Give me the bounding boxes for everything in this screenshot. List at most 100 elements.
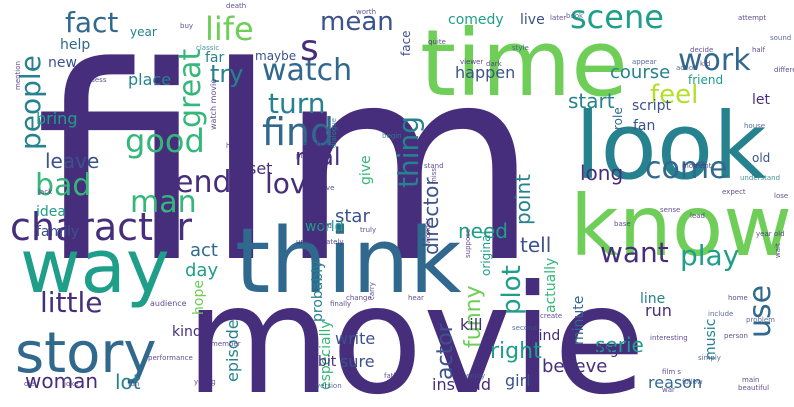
word-world: world	[305, 219, 344, 235]
word-person: person	[724, 332, 748, 340]
word-include: include	[708, 310, 733, 318]
word-death: death	[226, 2, 246, 10]
word-interesting: interesting	[650, 334, 688, 342]
word-way: way	[20, 224, 170, 310]
word-maybe: maybe	[255, 49, 296, 63]
word-end: end	[175, 165, 232, 200]
word-hit: hit	[226, 142, 235, 150]
word-lot: lot	[115, 370, 141, 394]
word-act: act	[190, 240, 218, 261]
word-style: style	[512, 44, 529, 52]
word-moment: moment	[682, 162, 712, 170]
word-love: love	[265, 167, 324, 200]
word-face: face	[399, 30, 413, 56]
word-action: action	[676, 64, 698, 72]
word-start: start	[568, 89, 615, 113]
word-young: young	[194, 378, 216, 386]
word-place: place	[128, 70, 171, 89]
word-kill: kill	[460, 315, 483, 334]
word-follow: follow	[682, 378, 703, 386]
word-fact: fact	[65, 6, 118, 39]
word-help: help	[60, 37, 90, 53]
word-expect: expect	[722, 188, 746, 196]
word-great: great	[173, 48, 208, 128]
word-short: short	[304, 140, 322, 148]
word-point: point	[511, 174, 535, 225]
word-bring: bring	[36, 109, 77, 128]
word-give: give	[358, 155, 374, 185]
word-episode: episode	[223, 319, 242, 382]
word-idea: idea	[36, 204, 66, 220]
word-begin: begin	[382, 132, 402, 140]
word-think: think	[235, 209, 462, 314]
word-probably: probably	[310, 261, 326, 322]
word-use: use	[743, 285, 778, 338]
word-miss: miss	[430, 168, 438, 184]
word-understand: understand	[740, 174, 780, 182]
word-girl: girl	[505, 371, 531, 390]
word-audience: audience	[150, 299, 187, 308]
word-viewer: viewer	[460, 58, 483, 66]
word-work: work	[678, 43, 751, 78]
word-picture: picture	[296, 152, 320, 160]
word-lose: lose	[774, 192, 788, 200]
word-suppose: suppose	[464, 229, 472, 258]
word-set: set	[248, 159, 272, 178]
word-father: father	[384, 372, 405, 380]
word-line: line	[640, 291, 665, 307]
word-people: people	[14, 55, 47, 150]
word-problem: problem	[746, 316, 775, 324]
word-believe: believe	[542, 356, 607, 377]
word-fun: fun	[128, 380, 139, 388]
word-year: year	[130, 25, 157, 39]
word-sure: sure	[340, 352, 375, 371]
word-woman: woman	[25, 369, 98, 393]
word-new: new	[48, 55, 77, 71]
word-movie: movie	[185, 254, 646, 407]
word-wonder: wonder	[424, 218, 432, 244]
word-house: house	[744, 122, 765, 130]
word-reason: reason	[648, 373, 702, 392]
word-half: half	[752, 46, 766, 54]
word-stand: stand	[424, 162, 444, 170]
word-save: save	[318, 184, 334, 192]
word-need: need	[458, 219, 508, 243]
word-leave: leave	[45, 149, 99, 173]
word-comedy: comedy	[448, 12, 504, 28]
word-buy: buy	[180, 22, 193, 30]
word-guess: guess	[86, 76, 107, 84]
word-mention: mention	[14, 61, 22, 90]
word-watch-movie: watch movie	[209, 79, 218, 130]
word-create: create	[540, 312, 562, 320]
word-original: original	[479, 231, 493, 276]
word-actually: actually	[543, 258, 559, 313]
word-real: real	[295, 143, 340, 171]
word-big: big	[597, 342, 619, 358]
word-mind: mind	[525, 328, 560, 344]
word-sense: sense	[660, 206, 680, 214]
word-role: role	[611, 107, 625, 130]
word-friend: friend	[688, 73, 723, 87]
word-carry: carry	[368, 282, 376, 300]
word-worth: worth	[356, 8, 376, 16]
word-watch: watch	[262, 53, 352, 88]
word-change: change	[346, 294, 372, 302]
word-film: film	[35, 10, 539, 322]
word-fan: fan	[633, 118, 655, 134]
word-long: long	[580, 161, 623, 185]
word-scene: scene	[570, 0, 664, 36]
word-book: book	[566, 12, 584, 20]
word-joke: joke	[63, 380, 78, 388]
word-later: later	[550, 14, 566, 22]
word-s: s	[300, 28, 319, 69]
word-bad: bad	[35, 168, 91, 203]
word-write: write	[335, 329, 375, 348]
word-classic: classic	[196, 44, 219, 52]
word-unfortunately: unfortunately	[296, 238, 344, 246]
word-year-old: year old	[756, 230, 785, 238]
word-little: little	[40, 286, 103, 319]
word-tell: tell	[520, 233, 551, 257]
word-good: good	[125, 122, 205, 160]
word-lead: lead	[690, 212, 705, 220]
word-music: music	[703, 319, 719, 360]
